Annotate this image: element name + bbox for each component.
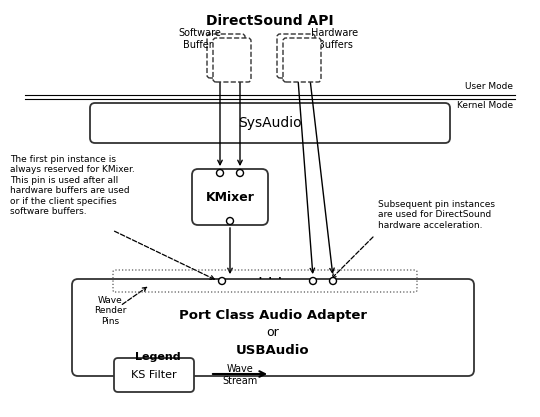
Circle shape	[217, 169, 224, 176]
Text: Subsequent pin instances
are used for DirectSound
hardware acceleration.: Subsequent pin instances are used for Di…	[378, 200, 495, 230]
Text: USBAudio: USBAudio	[236, 344, 310, 357]
FancyBboxPatch shape	[192, 169, 268, 225]
Circle shape	[329, 277, 336, 284]
Text: or: or	[267, 327, 279, 339]
Text: User Mode: User Mode	[465, 82, 513, 91]
Text: Wave
Render
Pins: Wave Render Pins	[94, 296, 126, 326]
Text: · · ·: · · ·	[258, 272, 282, 287]
Text: KMixer: KMixer	[206, 191, 254, 203]
FancyBboxPatch shape	[114, 358, 194, 392]
Text: Port Class Audio Adapter: Port Class Audio Adapter	[179, 309, 367, 322]
Circle shape	[219, 277, 226, 284]
FancyBboxPatch shape	[283, 38, 321, 82]
Text: Kernel Mode: Kernel Mode	[457, 101, 513, 110]
Text: Wave
Stream: Wave Stream	[222, 364, 258, 386]
Circle shape	[237, 169, 244, 176]
Text: The first pin instance is
always reserved for KMixer.
This pin is used after all: The first pin instance is always reserve…	[10, 155, 135, 216]
Text: Software
Buffers: Software Buffers	[179, 28, 221, 50]
FancyBboxPatch shape	[213, 38, 251, 82]
Text: KS Filter: KS Filter	[131, 370, 177, 380]
Text: DirectSound API: DirectSound API	[206, 14, 334, 28]
Circle shape	[309, 277, 316, 284]
Text: Hardware
Buffers: Hardware Buffers	[312, 28, 359, 50]
FancyBboxPatch shape	[72, 279, 474, 376]
FancyBboxPatch shape	[277, 34, 315, 78]
FancyBboxPatch shape	[90, 103, 450, 143]
Text: SysAudio: SysAudio	[238, 116, 302, 130]
FancyBboxPatch shape	[207, 34, 245, 78]
Circle shape	[226, 218, 233, 224]
Text: Legend: Legend	[135, 352, 180, 362]
